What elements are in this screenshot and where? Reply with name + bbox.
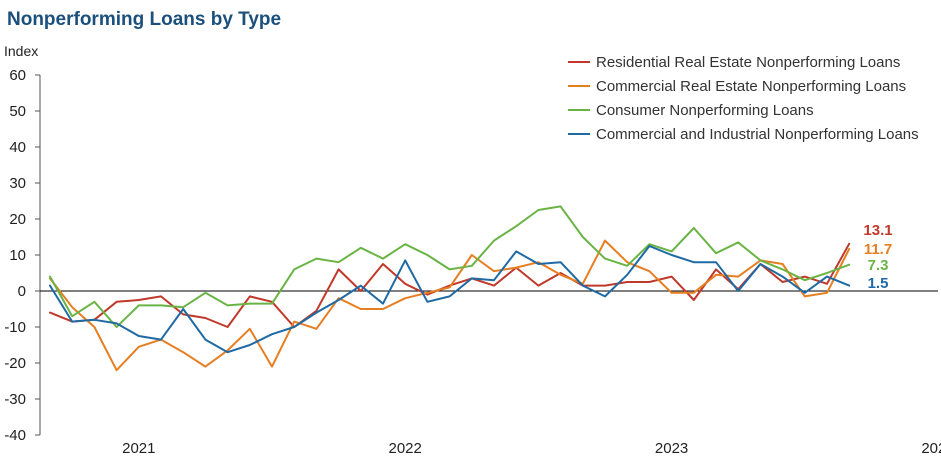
legend-label-residential: Residential Real Estate Nonperforming Lo…: [596, 54, 900, 71]
x-tick-label: 2022: [389, 440, 422, 457]
end-label-commercial-real-estate: 11.7: [864, 241, 892, 258]
x-tick-label: 2021: [122, 440, 155, 457]
legend-label-commercial-industrial: Commercial and Industrial Nonperforming …: [596, 126, 919, 143]
y-tick-label: 20: [9, 211, 26, 228]
chart-title: Nonperforming Loans by Type: [7, 9, 281, 30]
series-line-commercial-real-estate: [49, 239, 851, 372]
y-tick-label: -20: [4, 355, 26, 372]
legend-item-commercial-real-estate[interactable]: Commercial Real Estate Nonperforming Loa…: [568, 78, 906, 95]
y-tick-label: 60: [9, 67, 26, 84]
x-tick-label: 2024: [921, 440, 941, 457]
end-labels: 13.1 11.77.31.5: [863, 222, 892, 292]
y-ticks: -40 -30 -20 -10 0 10 20 30 40 50 60: [4, 67, 40, 444]
legend-label-commercial-real-estate: Commercial Real Estate Nonperforming Loa…: [596, 78, 906, 95]
series-lines: [49, 205, 851, 372]
y-tick-label: -40: [4, 427, 26, 444]
legend-item-commercial-industrial[interactable]: Commercial and Industrial Nonperforming …: [568, 126, 919, 143]
legend-label-consumer: Consumer Nonperforming Loans: [596, 102, 814, 119]
x-ticks: 20212022202320242025: [122, 440, 941, 457]
series-line-residential: [49, 242, 851, 328]
y-tick-label: 50: [9, 103, 26, 120]
end-label-commercial-industrial: 1.5: [868, 275, 889, 292]
end-label-residential: 13.1: [863, 222, 892, 239]
y-tick-label: 40: [9, 139, 26, 156]
y-tick-label: -10: [4, 319, 26, 336]
series-line-commercial-industrial: [49, 245, 851, 354]
series-line-consumer: [49, 205, 851, 328]
legend-item-consumer[interactable]: Consumer Nonperforming Loans: [568, 102, 814, 119]
end-label-consumer: 7.3: [868, 257, 889, 274]
legend: Residential Real Estate Nonperforming Lo…: [568, 54, 919, 143]
legend-item-residential[interactable]: Residential Real Estate Nonperforming Lo…: [568, 54, 900, 71]
y-tick-label: 0: [18, 283, 26, 300]
y-tick-label: 10: [9, 247, 26, 264]
x-tick-label: 2023: [655, 440, 688, 457]
y-tick-label: -30: [4, 391, 26, 408]
y-tick-label: 30: [9, 175, 26, 192]
y-axis-label: Index: [4, 43, 38, 59]
